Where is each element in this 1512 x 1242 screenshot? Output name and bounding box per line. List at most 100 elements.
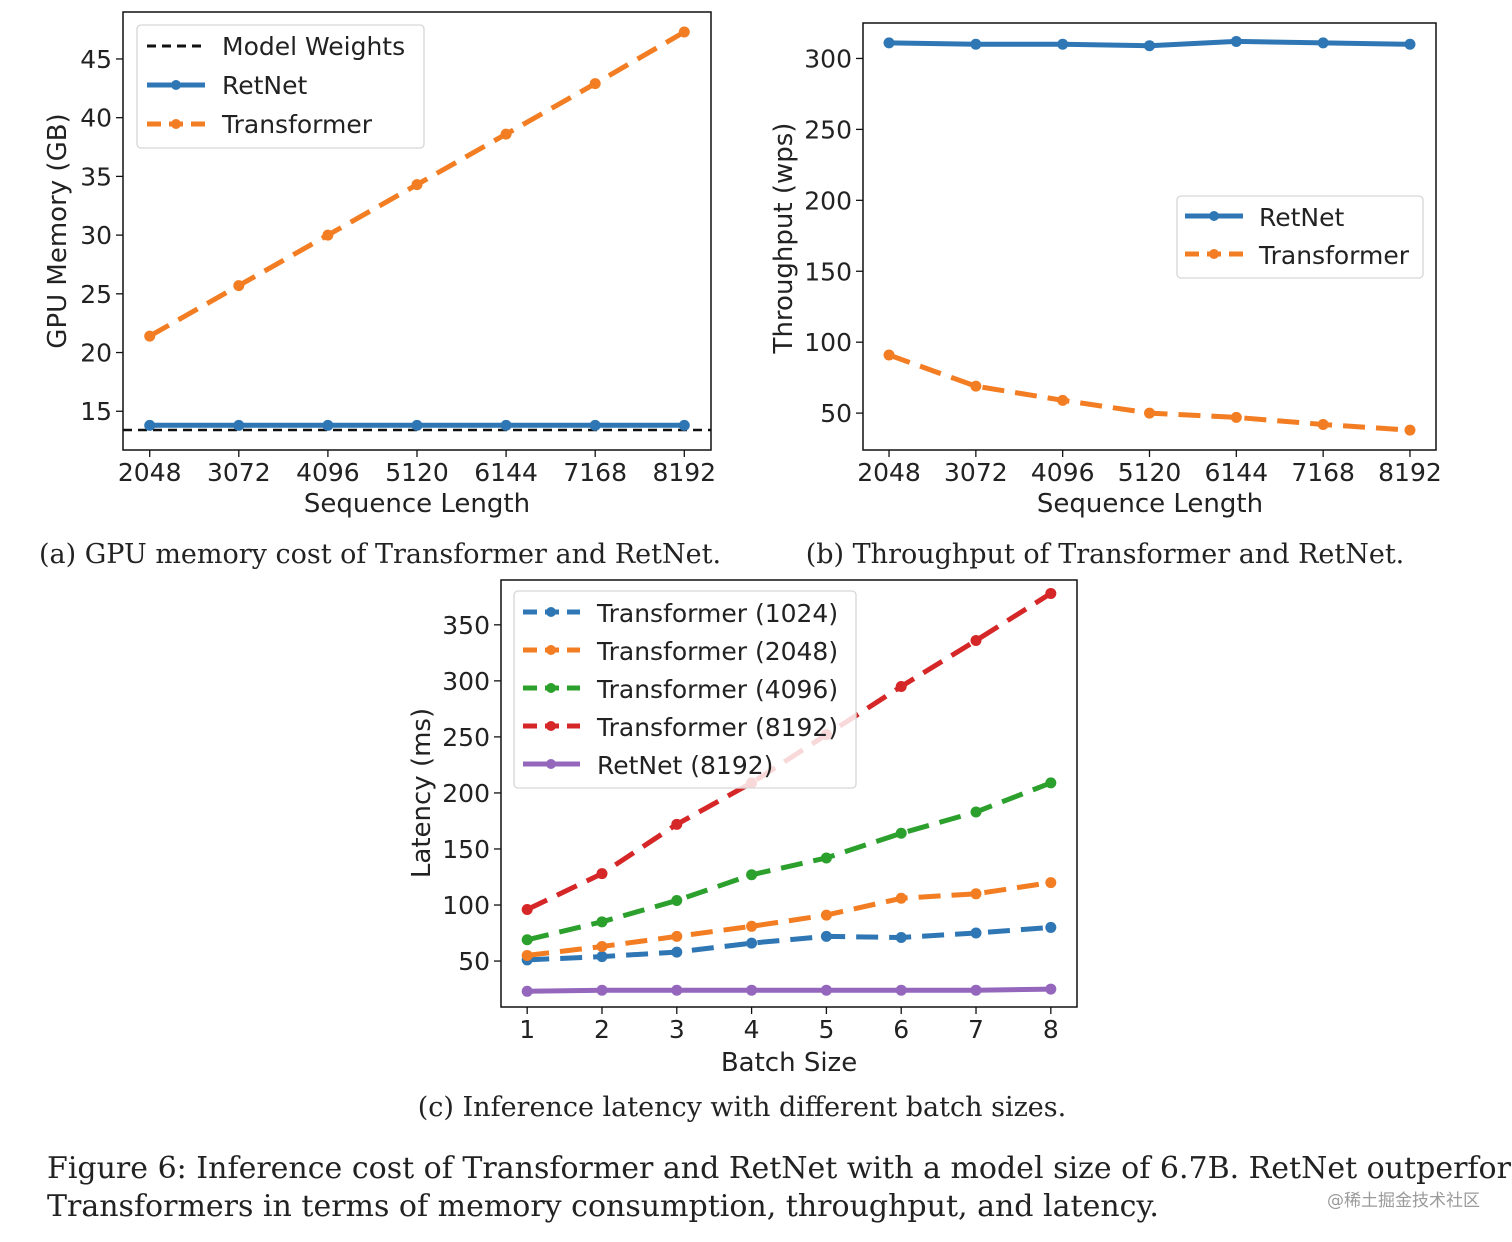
panel-b-series-transformer-point-5120 [1144, 407, 1155, 419]
panel-b-ticks: 50 100 150 200 250 300 2048 3072 4096 5120 6144 716… [804, 44, 1442, 487]
panel-c-series-transformer-2048-point-7 [970, 888, 982, 900]
panel-a-series-retnet-point-3072 [233, 419, 245, 431]
panel-c-y-axis-label: Latency (ms) [407, 708, 437, 878]
panel-b-series-transformer-point-8192 [1404, 424, 1416, 436]
panel-a-series-transformer-point-8192 [678, 26, 690, 38]
panel-a-series-retnet-point-5120 [411, 419, 423, 431]
panel-a-gpu-memory-chart: 15 20 25 30 35 40 45 2048 3072 4096 5120 6144 7168 81… [39, 11, 721, 570]
panel-b-x-tick-label-2048: 2048 [857, 458, 921, 487]
panel-c-series-transformer-1024-point-3 [671, 946, 683, 958]
panel-a-y-axis-label: GPU Memory (GB) [43, 113, 73, 348]
panel-c-series-transformer-4096-point-3 [671, 895, 683, 907]
panel-c-series-transformer-2048-point-8 [1045, 877, 1057, 889]
panel-a-legend-label-transformer: Transformer [221, 110, 373, 139]
panel-c-series-retnet-8192-point-3 [671, 984, 683, 996]
panel-c-series-transformer-1024-point-5 [820, 930, 832, 942]
panel-b-caption: (b) Throughput of Transformer and RetNet… [806, 539, 1405, 570]
panel-a-series-retnet-point-4096 [322, 419, 334, 431]
panel-c-x-tick-label-2: 2 [594, 1015, 610, 1044]
panel-b-series-transformer-point-2048 [883, 349, 895, 361]
panel-a-x-tick-label-3072: 3072 [207, 458, 271, 487]
panel-b-x-tick-label-6144: 6144 [1205, 458, 1269, 487]
panel-c-legend-label-retnet8192: RetNet (8192) [597, 751, 773, 780]
panel-c-series-transformer-8192-point-6 [895, 680, 907, 692]
panel-c-y-tick-label-300: 300 [442, 667, 490, 696]
panel-c-series-retnet-8192-point-5 [820, 984, 832, 996]
panel-c-legend-marker-t1024 [546, 607, 556, 617]
panel-b-y-tick-label-150: 150 [804, 257, 852, 286]
panel-c-y-tick-label-200: 200 [442, 779, 490, 808]
panel-c-series-transformer-2048-point-5 [820, 909, 832, 921]
panel-a-legend-marker-retnet [171, 80, 181, 90]
panel-a-ticks: 15 20 25 30 35 40 45 2048 3072 4096 5120 6144 7168 81… [80, 45, 716, 487]
panel-c-series-transformer-8192-point-1 [521, 903, 533, 915]
panel-c-series-retnet-8192-point-2 [596, 984, 608, 996]
panel-c-series-transformer-2048-line [526, 880, 1052, 958]
panel-c-series-transformer-4096-point-5 [820, 852, 832, 864]
panel-b-series-retnet-point-8192 [1404, 38, 1416, 50]
panel-c-series-transformer-8192-point-3 [671, 818, 683, 830]
panel-c-series-transformer-2048-point-6 [895, 892, 907, 904]
panel-a-x-tick-label-5120: 5120 [385, 458, 449, 487]
panel-c-series-retnet-8192-point-1 [521, 985, 533, 997]
panel-b-series-retnet-point-6144 [1230, 35, 1242, 47]
panel-c-legend-marker-t8192 [546, 721, 556, 731]
panel-a-legend: Model Weights RetNet Transformer [136, 24, 425, 149]
panel-c-legend-label-t8192: Transformer (8192) [596, 713, 838, 742]
panel-c-series-retnet-8192-point-6 [895, 984, 907, 996]
panel-c-legend-box [513, 590, 857, 789]
panel-a-y-tick-label-30: 30 [80, 221, 112, 250]
panel-c-legend-label-t2048: Transformer (2048) [596, 637, 838, 666]
panel-c-caption: (c) Inference latency with different bat… [418, 1092, 1066, 1123]
panel-b-y-tick-label-200: 200 [804, 186, 852, 215]
panel-a-legend-box [136, 24, 425, 149]
panel-a-y-tick-label-15: 15 [80, 397, 112, 426]
panel-b-x-axis-label: Sequence Length [1037, 489, 1263, 519]
panel-c-series-transformer-1024-point-4 [746, 937, 758, 949]
panel-b-legend-marker-transformer [1209, 249, 1219, 259]
panel-c-x-tick-label-1: 1 [519, 1015, 535, 1044]
panel-b-series-transformer-point-7168 [1317, 418, 1329, 430]
panel-b-series-retnet-point-2048 [883, 37, 895, 49]
panel-c-x-tick-label-8: 8 [1043, 1015, 1059, 1044]
panel-c-series-transformer-4096-point-1 [521, 934, 533, 946]
panel-c-x-tick-label-7: 7 [968, 1015, 984, 1044]
panel-a-marks [123, 26, 711, 432]
panel-a-legend-marker-transformer [171, 119, 181, 129]
watermark: @稀土掘金技术社区 [1327, 1191, 1480, 1211]
panel-b-x-tick-label-8192: 8192 [1378, 458, 1442, 487]
panel-c-series-transformer-8192-point-8 [1045, 587, 1057, 599]
panel-a-x-tick-label-7168: 7168 [563, 458, 627, 487]
panel-a-series-retnet-point-6144 [500, 419, 512, 431]
panel-b-y-axis-label: Throughput (wps) [769, 123, 799, 355]
panel-c-series-transformer-2048-point-4 [746, 920, 758, 932]
panel-a-series-transformer-point-5120 [411, 179, 423, 191]
panel-c-x-tick-label-5: 5 [818, 1015, 834, 1044]
panel-c-series-transformer-1024-point-2 [596, 951, 608, 963]
panel-c-x-tick-label-4: 4 [744, 1015, 760, 1044]
panel-b-legend-label-retnet: RetNet [1259, 203, 1345, 232]
panel-b-y-tick-label-250: 250 [804, 115, 852, 144]
panel-c-series-transformer-1024-line [527, 924, 1051, 963]
panel-b-series-transformer-point-6144 [1230, 411, 1242, 423]
panel-a-y-tick-label-25: 25 [80, 280, 112, 309]
panel-a-series-retnet-point-2048 [144, 419, 156, 431]
panel-c-series-transformer-2048-point-1 [521, 949, 533, 961]
panel-b-y-tick-label-100: 100 [804, 328, 852, 357]
panel-b-series-transformer-point-4096 [1057, 394, 1069, 406]
panel-b-legend-marker-retnet [1209, 211, 1219, 221]
panel-b-x-tick-label-7168: 7168 [1291, 458, 1355, 487]
panel-b-x-tick-label-3072: 3072 [944, 458, 1008, 487]
panel-a-y-tick-label-35: 35 [80, 162, 112, 191]
panel-a-y-tick-label-40: 40 [80, 104, 112, 133]
panel-a-y-tick-label-20: 20 [80, 339, 112, 368]
panel-a-caption: (a) GPU memory cost of Transformer and R… [39, 539, 721, 570]
panel-c-series-transformer-8192-point-2 [596, 868, 608, 880]
panel-b-throughput-chart: 50 100 150 200 250 300 2048 3072 4096 5120 6144 716… [769, 22, 1442, 570]
panel-a-series-transformer-point-2048 [144, 330, 156, 342]
panel-a-legend-label-retnet: RetNet [222, 71, 308, 100]
panel-c-series-transformer-4096-point-7 [970, 806, 982, 818]
panel-c-legend-marker-t4096 [546, 683, 556, 693]
panel-c-series-transformer-4096-point-8 [1045, 777, 1057, 789]
